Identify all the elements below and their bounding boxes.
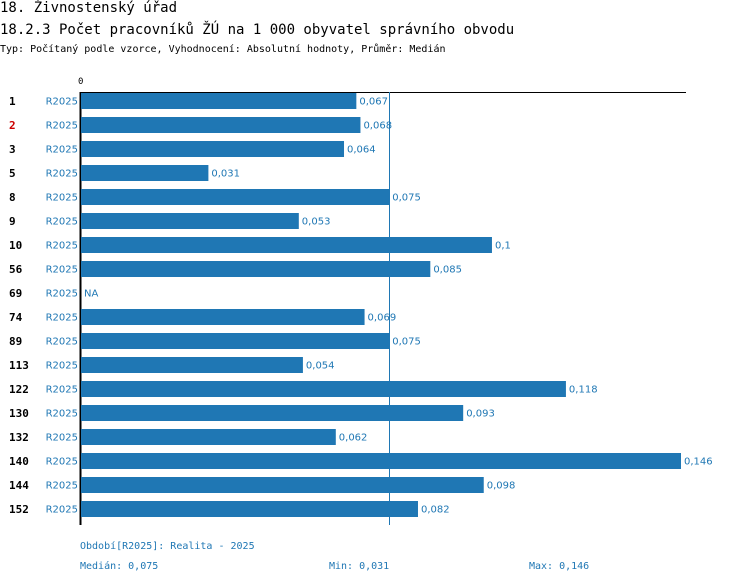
- category-label: 10: [9, 239, 22, 252]
- data-label: 0,118: [569, 385, 598, 396]
- bar: [81, 429, 336, 445]
- data-label: 0,075: [392, 337, 421, 348]
- category-label: 132: [9, 431, 29, 444]
- bar: [81, 501, 418, 517]
- category-label: 89: [9, 335, 22, 348]
- bar: [81, 381, 566, 397]
- bar: [81, 309, 365, 325]
- series-label: R2025: [46, 337, 78, 348]
- bar: [81, 189, 390, 205]
- category-label: 152: [9, 503, 29, 516]
- series-label: R2025: [46, 385, 78, 396]
- category-label: 2: [9, 119, 16, 132]
- data-label: 0,069: [368, 313, 397, 324]
- data-label: 0,085: [433, 265, 462, 276]
- category-label: 140: [9, 455, 29, 468]
- bar: [81, 165, 209, 181]
- data-label: 0,075: [392, 193, 421, 204]
- series-label: R2025: [46, 121, 78, 132]
- series-label: R2025: [46, 433, 78, 444]
- data-label: 0,053: [302, 217, 331, 228]
- category-label: 122: [9, 383, 29, 396]
- data-label: 0,064: [347, 145, 376, 156]
- category-label: 130: [9, 407, 29, 420]
- series-label: R2025: [46, 457, 78, 468]
- category-label: 8: [9, 191, 16, 204]
- series-label: R2025: [46, 409, 78, 420]
- data-label: 0,082: [421, 505, 450, 516]
- page-title: 18. Živnostenský úřad: [0, 0, 178, 16]
- data-label: 0,068: [363, 121, 392, 132]
- data-label: NA: [84, 289, 98, 300]
- series-label: R2025: [46, 313, 78, 324]
- series-label: R2025: [46, 169, 78, 180]
- bar: [81, 117, 361, 133]
- category-label: 3: [9, 143, 16, 156]
- data-label: 0,093: [466, 409, 495, 420]
- chart-type-line: Typ: Počítaný podle vzorce, Vyhodnocení:…: [0, 44, 446, 55]
- bar: [81, 93, 357, 109]
- bar: [81, 261, 431, 277]
- bar: [81, 333, 390, 349]
- bar: [81, 213, 299, 229]
- series-label: R2025: [46, 265, 78, 276]
- bar: [81, 453, 681, 469]
- category-label: 144: [9, 479, 29, 492]
- category-label: 74: [9, 311, 23, 324]
- series-label: R2025: [46, 193, 78, 204]
- data-label: 0,062: [339, 433, 368, 444]
- axis-zero-label: 0: [78, 77, 83, 87]
- bar: [81, 477, 484, 493]
- series-label: R2025: [46, 481, 78, 492]
- footer-median: Medián: 0,075: [80, 561, 159, 572]
- footer-period: Období[R2025]: Realita - 2025: [80, 541, 255, 552]
- category-label: 5: [9, 167, 16, 180]
- series-label: R2025: [46, 241, 78, 252]
- data-label: 0,098: [487, 481, 516, 492]
- footer-min: Min: 0,031: [329, 561, 390, 572]
- series-label: R2025: [46, 145, 78, 156]
- bar: [81, 237, 492, 253]
- series-label: R2025: [46, 217, 78, 228]
- series-label: R2025: [46, 361, 78, 372]
- data-label: 0,067: [359, 97, 388, 108]
- category-label: 9: [9, 215, 16, 228]
- data-label: 0,031: [211, 169, 240, 180]
- category-label: 56: [9, 263, 23, 276]
- data-label: 0,1: [495, 241, 511, 252]
- footer-max: Max: 0,146: [529, 561, 590, 572]
- series-label: R2025: [46, 97, 78, 108]
- data-label: 0,054: [306, 361, 335, 372]
- series-label: R2025: [46, 289, 78, 300]
- bar: [81, 405, 464, 421]
- category-label: 1: [9, 95, 16, 108]
- chart-subtitle: 18.2.3 Počet pracovníků ŽÚ na 1 000 obyv…: [0, 22, 515, 38]
- bar: [81, 141, 345, 157]
- bar: [81, 357, 303, 373]
- category-label: 69: [9, 287, 22, 300]
- category-label: 113: [9, 359, 29, 372]
- series-label: R2025: [46, 505, 78, 516]
- data-label: 0,146: [684, 457, 713, 468]
